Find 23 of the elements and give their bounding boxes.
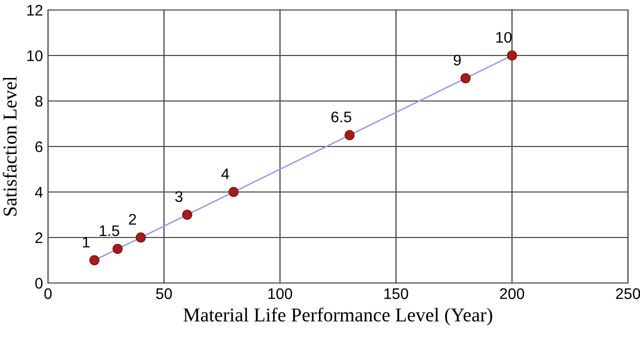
data-label: 2 <box>128 214 136 225</box>
x-tick-label: 150 <box>384 288 408 300</box>
data-label: 1.5 <box>100 225 120 236</box>
data-label: 10 <box>496 32 512 43</box>
y-tick-label: 6 <box>35 141 42 152</box>
x-tick-label: 50 <box>156 288 172 300</box>
data-label: 4 <box>221 168 230 180</box>
x-axis-title: Material Life Performance Level (Year) <box>184 308 492 326</box>
data-label: 6.5 <box>331 112 352 122</box>
y-tick-label: 12 <box>27 4 42 16</box>
y-axis-title: Satisfaction Level <box>2 76 17 216</box>
y-tick-label: 0 <box>35 278 43 289</box>
data-label: 9 <box>454 54 461 66</box>
x-tick-label: 250 <box>616 288 640 300</box>
y-tick-label: 8 <box>35 96 42 107</box>
x-tick-label: 200 <box>500 288 524 300</box>
data-label: 1 <box>82 236 90 248</box>
x-tick-label: 0 <box>44 288 52 300</box>
x-tick-label: 100 <box>268 288 292 300</box>
y-tick-label: 4 <box>34 187 43 198</box>
y-tick-label: 10 <box>27 50 43 62</box>
y-tick-label: 2 <box>35 232 42 244</box>
data-label: 3 <box>175 191 182 202</box>
